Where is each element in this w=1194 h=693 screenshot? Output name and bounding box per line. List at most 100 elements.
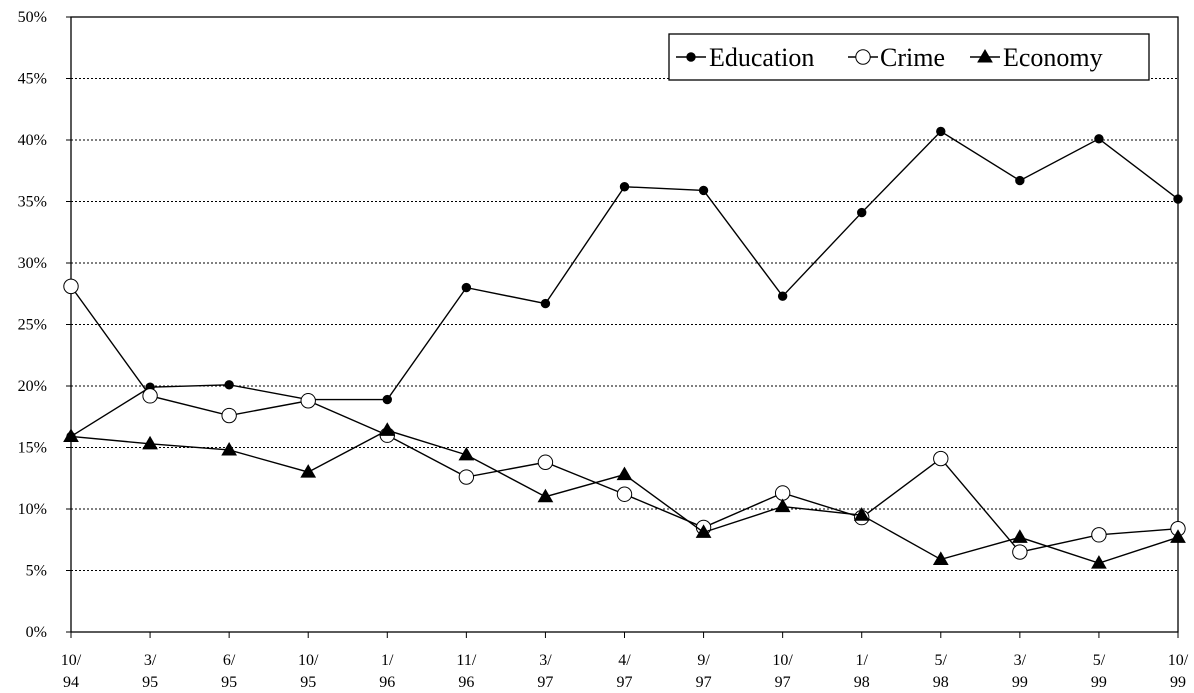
crime-point [300,393,316,409]
y-tick-label: 5% [26,563,47,580]
legend-box [668,33,1150,81]
economy-point [379,422,396,436]
crime-series [63,278,1186,560]
education-point [698,185,709,196]
legend-label: Education [709,43,814,72]
economy-point [1170,529,1186,543]
education-point [857,207,867,218]
economy-point [537,488,554,503]
legend-entry-crime: Crime [848,43,945,72]
economy-point [774,498,791,513]
economy-point [932,551,949,565]
x-tick-label-year: 95 [221,674,237,691]
economy-point [458,446,475,461]
y-tick-label: 40% [18,132,47,149]
x-tick-label-month: 10/ [298,652,319,669]
x-tick-label-month: 1/ [855,652,868,669]
crime-point [458,469,475,485]
x-tick-label-year: 97 [775,674,791,691]
y-tick-label: 15% [18,440,47,457]
x-tick-label-month: 10/ [61,652,82,669]
x-tick-label-year: 97 [617,674,633,691]
axes [66,16,1179,638]
y-tick-label: 45% [18,71,47,88]
education-point [1015,175,1025,186]
x-tick-label-year: 96 [379,674,395,691]
x-tick-label-month: 3/ [539,652,552,669]
x-tick-label-year: 95 [142,674,158,691]
x-tick-label-year: 94 [63,674,79,691]
economy-point [695,524,712,538]
x-tick-label-month: 6/ [223,652,236,669]
education-point [777,291,788,301]
crime-point [1091,527,1107,543]
x-tick-label-month: 1/ [381,652,394,669]
legend-label: Crime [880,43,945,72]
economy-point [221,441,238,456]
legend-entry-education: Education [676,43,814,72]
education-point [936,126,946,137]
economy-point [616,466,633,481]
y-tick-label: 25% [18,317,47,334]
series [63,126,1186,569]
education-point [224,380,234,390]
education-point [1173,194,1183,204]
crime-point [537,454,554,470]
crime-point [63,278,79,295]
education-point [382,394,392,405]
x-tick-label-year: 97 [537,674,553,691]
x-tick-label-year: 97 [696,674,712,691]
economy-point [1011,529,1028,543]
crime-point [1012,544,1028,560]
y-tick-label: 50% [18,9,47,26]
economy-series [63,422,1186,569]
economy-point [300,464,317,478]
x-tick-label-year: 99 [1012,674,1028,691]
crime-point [616,486,633,502]
x-tick-label-year: 99 [1091,674,1107,691]
gridlines [71,78,1178,571]
y-axis-tick-labels: 0% 5% 10% 15% 20% 25% 30% 35% 40% 45% 50% [18,9,47,641]
x-axis-tick-labels: 10/94 3/95 6/95 10/95 1/96 11/96 3/97 4/97 9/97 1… [61,652,1189,691]
x-tick-label-month: 3/ [1014,652,1027,669]
economy-point [142,435,158,450]
x-tick-label-year: 96 [458,674,474,691]
legend: Education Crime Economy [668,33,1150,81]
economy-point [63,428,79,442]
x-tick-label-year: 98 [933,674,949,691]
x-tick-label-month: 4/ [618,652,631,669]
y-tick-label: 10% [18,501,47,518]
crime-point [221,407,237,424]
x-tick-label-month: 3/ [144,652,157,669]
crime-line [70,285,1179,553]
legend-marker [977,49,993,63]
x-tick-label-year: 99 [1170,674,1186,691]
legend-label: Economy [1003,43,1103,72]
x-tick-label-month: 9/ [697,652,710,669]
education-line [70,130,1179,438]
x-tick-label-year: 98 [854,674,870,691]
y-tick-label: 30% [18,255,47,272]
crime-point [933,450,949,467]
legend-marker [855,49,871,65]
education-point [619,182,630,192]
legend-marker [686,52,696,62]
x-tick-label-month: 10/ [772,652,793,669]
x-tick-label-month: 11/ [456,652,476,669]
legend-entry-economy: Economy [970,43,1103,72]
economy-point [1091,555,1107,569]
education-series [66,126,1183,442]
education-point [461,282,472,293]
crime-point [142,388,158,404]
y-tick-label: 35% [18,194,47,211]
x-tick-label-month: 5/ [1093,652,1106,669]
crime-point [774,485,791,501]
education-point [1094,134,1104,144]
y-tick-label: 0% [26,624,47,641]
economy-point [853,507,870,521]
x-tick-label-month: 5/ [935,652,948,669]
education-point [540,298,551,309]
x-tick-label-month: 10/ [1168,652,1189,669]
